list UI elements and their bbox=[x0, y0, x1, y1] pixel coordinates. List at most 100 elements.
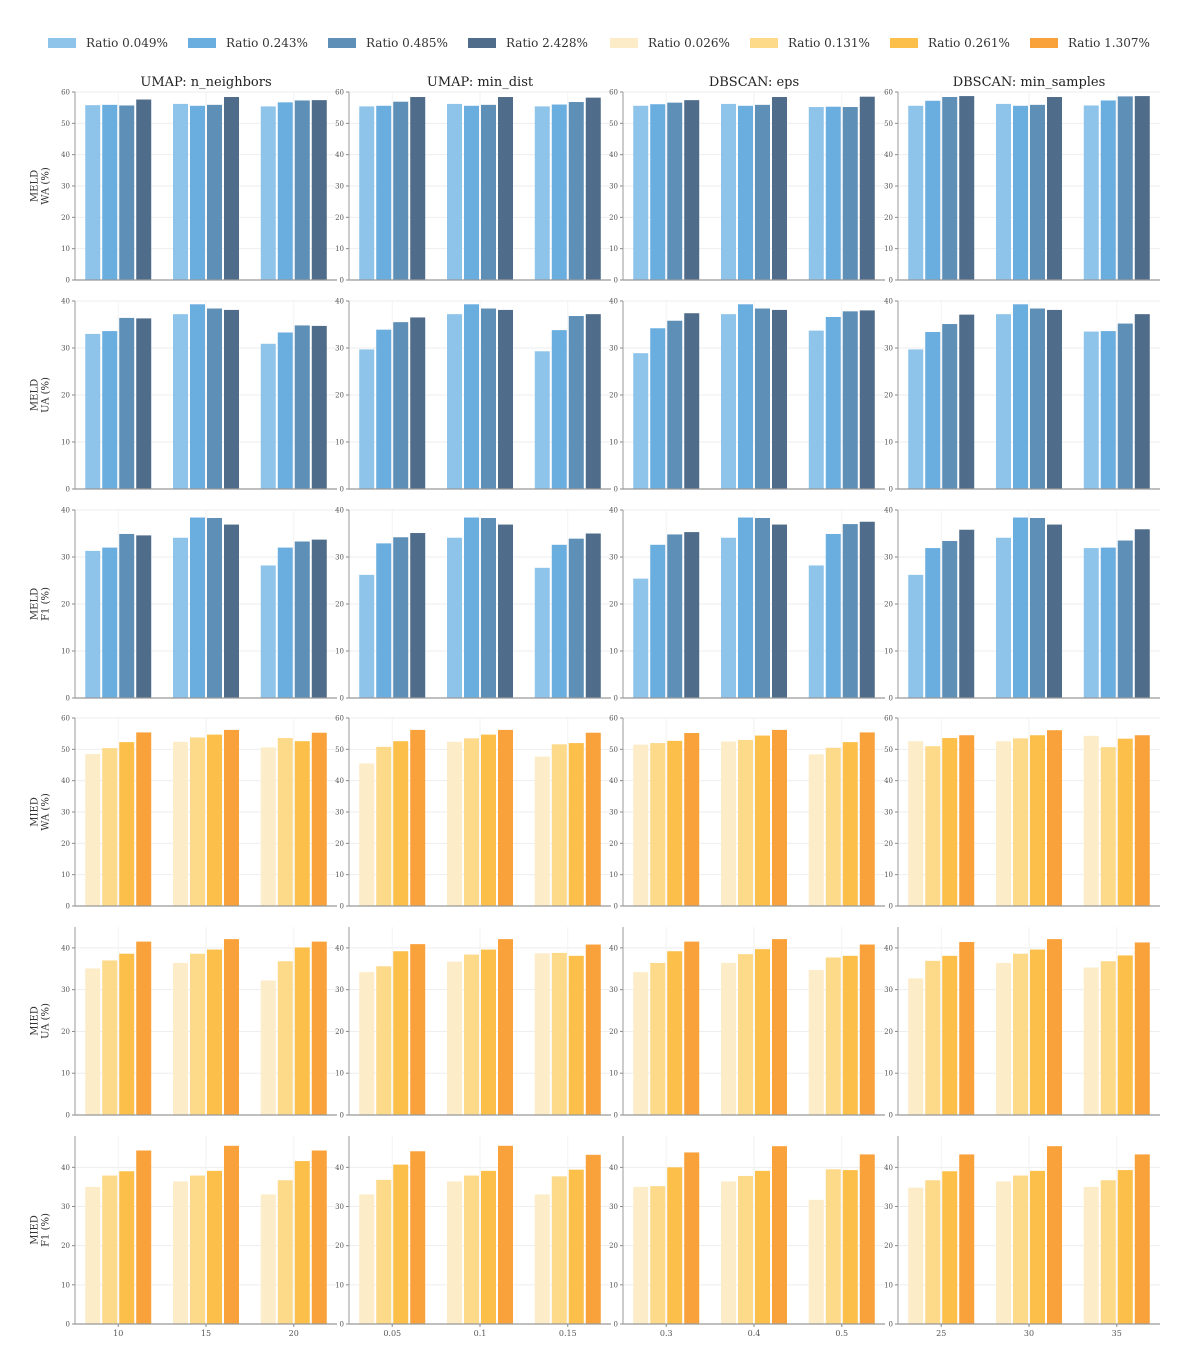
bar bbox=[585, 314, 601, 489]
bar bbox=[925, 746, 941, 906]
bar bbox=[1013, 1175, 1028, 1324]
y-tick-label: 40 bbox=[884, 151, 893, 159]
y-tick-label: 10 bbox=[61, 1281, 70, 1289]
y-tick-label: 0 bbox=[889, 486, 893, 494]
bar bbox=[1100, 1180, 1116, 1324]
y-tick-label: 0 bbox=[66, 1112, 70, 1120]
bar bbox=[534, 756, 550, 906]
y-tick-label: 30 bbox=[335, 809, 344, 817]
bar bbox=[294, 541, 310, 698]
bar bbox=[959, 735, 975, 906]
bar bbox=[376, 105, 392, 280]
bar bbox=[633, 353, 649, 489]
bar bbox=[996, 962, 1011, 1115]
bar bbox=[1030, 949, 1045, 1115]
bar bbox=[136, 941, 152, 1115]
row-label-line: UA (%) bbox=[41, 1003, 52, 1039]
y-tick-label: 10 bbox=[609, 871, 618, 879]
legend: Ratio 0.049% Ratio 0.243% Ratio 0.485% Rati… bbox=[48, 36, 1150, 50]
row-label-line: UA (%) bbox=[41, 377, 52, 413]
bar bbox=[1030, 104, 1045, 280]
bar bbox=[842, 955, 858, 1115]
bar bbox=[755, 308, 770, 489]
bar bbox=[136, 1150, 152, 1324]
bar bbox=[277, 1180, 293, 1324]
y-tick-label: 40 bbox=[335, 298, 344, 306]
bar bbox=[447, 961, 462, 1115]
y-tick-label: 10 bbox=[609, 1281, 618, 1289]
bar bbox=[260, 106, 276, 280]
y-tick-label: 20 bbox=[884, 1242, 893, 1250]
bar bbox=[859, 310, 875, 489]
bar bbox=[842, 311, 858, 489]
bar bbox=[359, 972, 375, 1115]
bar bbox=[959, 1154, 975, 1324]
y-tick-label: 30 bbox=[609, 554, 618, 562]
bar bbox=[942, 97, 958, 280]
y-tick-label: 0 bbox=[889, 277, 893, 285]
row-label: MELD F1 (%) bbox=[30, 587, 52, 621]
bar bbox=[959, 96, 975, 280]
y-tick-label: 30 bbox=[61, 345, 70, 353]
y-tick-label: 20 bbox=[61, 601, 70, 609]
bar bbox=[772, 939, 787, 1115]
panel: 0 10 20 30 40 0.3 0.4 0.5 bbox=[609, 1136, 885, 1338]
bar bbox=[311, 941, 327, 1115]
panel: 0 10 20 30 40 50 60 bbox=[61, 89, 337, 285]
y-tick-label: 60 bbox=[61, 715, 70, 723]
bar bbox=[173, 962, 188, 1115]
bar bbox=[568, 538, 584, 698]
legend-label: Ratio 2.428% bbox=[506, 36, 588, 50]
y-tick-label: 0 bbox=[340, 486, 344, 494]
bar bbox=[1100, 547, 1116, 698]
bar bbox=[1083, 548, 1099, 698]
y-tick-label: 10 bbox=[61, 1070, 70, 1078]
bar bbox=[393, 101, 409, 280]
panel: 0 10 20 30 40 10 15 20 bbox=[61, 1136, 337, 1338]
panel: 0 10 20 30 40 50 60 bbox=[884, 715, 1160, 911]
row-label: MELD WA (%) bbox=[30, 167, 52, 205]
bar bbox=[925, 960, 941, 1115]
bar bbox=[410, 944, 426, 1115]
bar bbox=[393, 741, 409, 906]
y-tick-label: 10 bbox=[884, 1281, 893, 1289]
y-tick-label: 30 bbox=[335, 986, 344, 994]
y-tick-label: 0 bbox=[889, 1321, 893, 1329]
y-tick-label: 30 bbox=[609, 809, 618, 817]
bar bbox=[721, 103, 736, 280]
bar bbox=[534, 1194, 550, 1324]
bar bbox=[633, 578, 649, 698]
bar bbox=[650, 1186, 666, 1324]
y-tick-label: 30 bbox=[884, 809, 893, 817]
bar bbox=[772, 97, 787, 280]
bar bbox=[667, 102, 683, 280]
y-tick-label: 30 bbox=[609, 986, 618, 994]
bar bbox=[942, 324, 958, 489]
bar bbox=[311, 539, 327, 698]
bar bbox=[376, 746, 392, 906]
bar bbox=[294, 1161, 310, 1324]
panel: 0 10 20 30 40 bbox=[335, 927, 611, 1120]
panel: 0 10 20 30 40 50 60 bbox=[61, 715, 337, 911]
bar bbox=[721, 741, 736, 906]
row-label-line: MIED bbox=[30, 1215, 41, 1245]
column-title: DBSCAN: min_samples bbox=[953, 75, 1106, 90]
bar bbox=[585, 944, 601, 1115]
bar bbox=[119, 953, 135, 1115]
bar bbox=[173, 741, 188, 906]
bar bbox=[136, 535, 152, 698]
bar bbox=[684, 1152, 700, 1324]
y-tick-label: 40 bbox=[609, 944, 618, 952]
bar bbox=[808, 330, 824, 489]
bar bbox=[996, 1181, 1011, 1324]
x-tick-label: 0.3 bbox=[660, 1329, 673, 1338]
y-tick-label: 20 bbox=[884, 392, 893, 400]
bar bbox=[667, 1167, 683, 1324]
bar bbox=[102, 547, 118, 698]
bar bbox=[464, 304, 479, 489]
bar bbox=[568, 316, 584, 489]
bar bbox=[1047, 1146, 1062, 1324]
bar bbox=[551, 544, 567, 698]
bar bbox=[667, 740, 683, 906]
bar bbox=[568, 743, 584, 906]
